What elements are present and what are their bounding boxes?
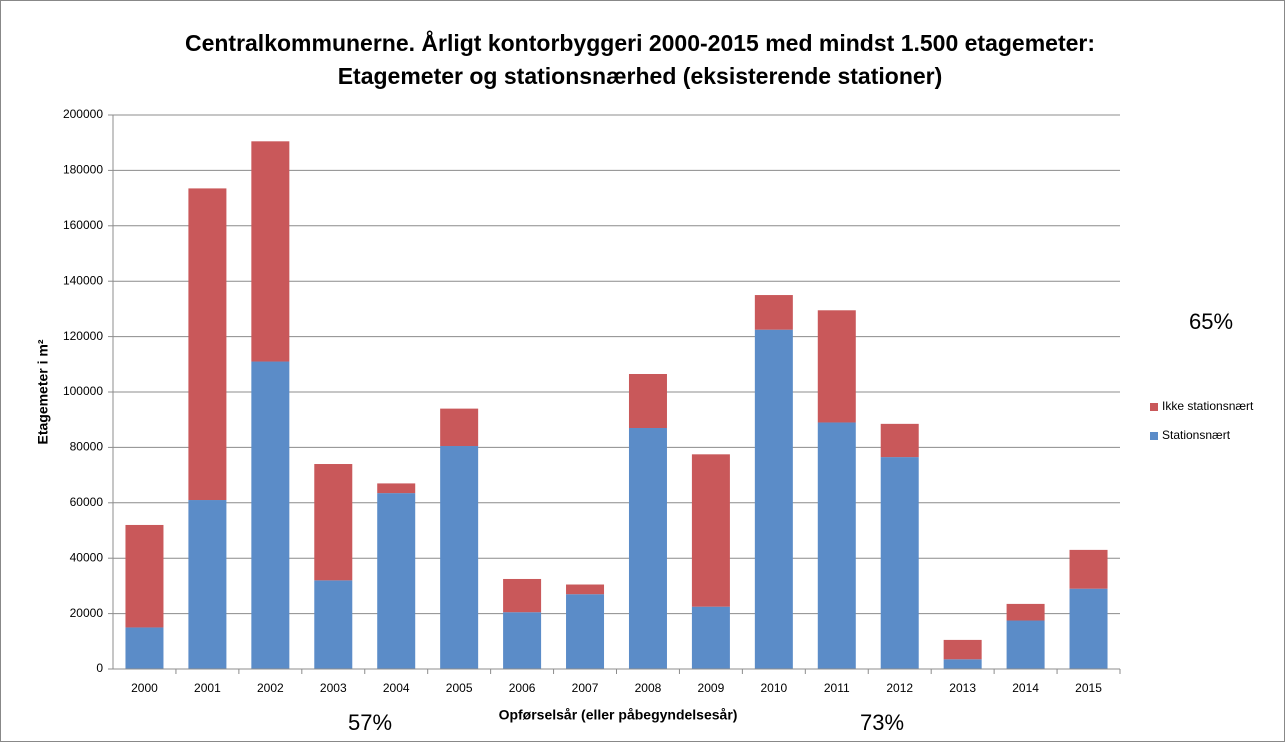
y-tick-label: 40000: [70, 550, 104, 564]
bar-segment: [440, 408, 479, 447]
bar-segment: [691, 454, 730, 607]
bar-segment: [440, 446, 479, 669]
legend-label: Ikke stationsnært: [1162, 399, 1254, 413]
bar-segment: [943, 659, 982, 669]
annotation: 65%: [1189, 309, 1233, 334]
y-tick-label: 140000: [63, 273, 103, 287]
bar-segment: [377, 493, 416, 669]
y-tick-label: 120000: [63, 329, 103, 343]
legend-label: Stationsnært: [1162, 428, 1231, 442]
x-tick-label: 2006: [509, 681, 536, 695]
bar-segment: [314, 580, 353, 669]
y-axis-label: Etagemeter i m²: [35, 339, 51, 444]
y-tick-label: 0: [96, 661, 103, 675]
bar-segment: [503, 578, 542, 613]
bar-segment: [754, 329, 793, 669]
x-tick-label: 2002: [257, 681, 284, 695]
annotation: 73%: [860, 710, 904, 735]
bar-segment: [880, 423, 919, 458]
x-axis-label: Opførselsår (eller påbegyndelsesår): [499, 707, 738, 723]
bar-segment: [188, 188, 227, 501]
bar-segment: [314, 464, 353, 581]
x-tick-label: 2015: [1075, 681, 1102, 695]
chart-title: Etagemeter og stationsnærhed (eksisteren…: [338, 63, 943, 89]
x-tick-label: 2009: [698, 681, 725, 695]
x-tick-label: 2001: [194, 681, 221, 695]
annotation: 57%: [348, 710, 392, 735]
bar-segment: [125, 524, 164, 628]
x-tick-label: 2014: [1012, 681, 1039, 695]
bar-segment: [1006, 620, 1045, 669]
bar-segment: [566, 594, 605, 669]
bar-segment: [1006, 603, 1045, 621]
bar-segment: [817, 310, 856, 423]
y-tick-label: 200000: [63, 107, 103, 121]
x-tick-label: 2010: [760, 681, 787, 695]
bar-segment: [628, 373, 667, 429]
bar-segment: [566, 584, 605, 595]
x-tick-label: 2000: [131, 681, 158, 695]
bar-segment: [503, 612, 542, 669]
bar-segment: [691, 606, 730, 669]
bar-segment: [628, 428, 667, 669]
legend-swatch: [1150, 403, 1158, 411]
bar-segment: [754, 295, 793, 330]
x-tick-label: 2011: [824, 681, 850, 695]
y-tick-label: 100000: [63, 384, 103, 398]
y-tick-label: 160000: [63, 218, 103, 232]
chart-title: Centralkommunerne. Årligt kontorbyggeri …: [185, 29, 1095, 56]
bar-segment: [1069, 588, 1108, 669]
y-tick-label: 60000: [70, 495, 104, 509]
bar-segment: [251, 141, 290, 362]
x-tick-label: 2005: [446, 681, 473, 695]
bar-segment: [880, 457, 919, 669]
x-tick-label: 2007: [572, 681, 599, 695]
y-tick-label: 180000: [63, 163, 103, 177]
bar-segment: [125, 627, 164, 669]
bar-segment: [188, 500, 227, 669]
x-tick-label: 2003: [320, 681, 347, 695]
bar-segment: [817, 422, 856, 669]
x-tick-label: 2012: [886, 681, 913, 695]
bar-segment: [943, 639, 982, 660]
legend-swatch: [1150, 432, 1158, 440]
bar-segment: [1069, 549, 1108, 589]
x-tick-label: 2004: [383, 681, 410, 695]
bar-segment: [251, 361, 290, 669]
y-tick-label: 80000: [70, 440, 104, 454]
y-tick-label: 20000: [70, 606, 104, 620]
x-tick-label: 2013: [949, 681, 976, 695]
bar-segment: [377, 483, 416, 494]
x-tick-label: 2008: [635, 681, 662, 695]
